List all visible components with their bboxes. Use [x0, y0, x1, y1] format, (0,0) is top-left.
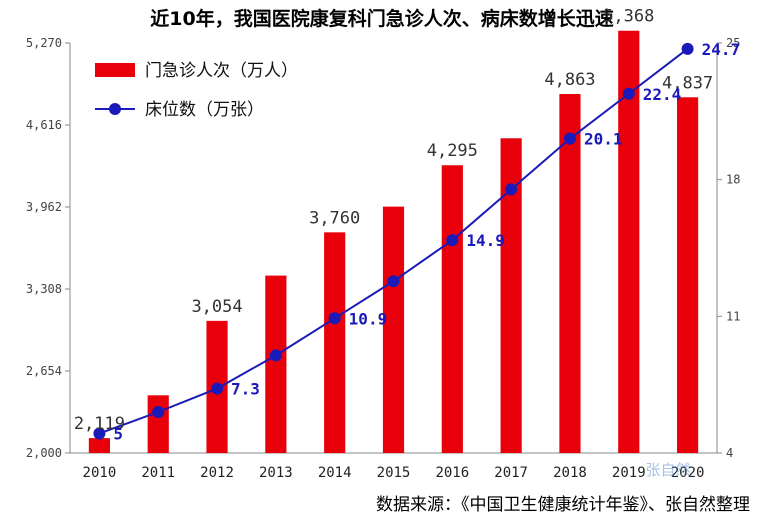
line-marker — [563, 132, 576, 145]
bar-series — [88, 30, 699, 454]
x-axis-tick-label: 2014 — [318, 465, 352, 481]
bar — [500, 138, 522, 453]
line-marker — [152, 406, 165, 418]
line-marker — [681, 42, 694, 55]
x-axis-tick-label: 2018 — [553, 465, 587, 481]
line-data-label: 22.4 — [643, 85, 682, 104]
bar-data-label: 3,054 — [191, 297, 242, 317]
bar — [559, 94, 581, 453]
line-marker — [269, 349, 282, 362]
line-data-label: 24.7 — [702, 40, 741, 59]
line-data-label: 20.1 — [584, 130, 623, 149]
line-data-label: 7.3 — [231, 380, 260, 399]
legend-swatch-bars — [95, 63, 135, 77]
x-axis-tick-label: 2010 — [83, 465, 117, 481]
bar — [618, 30, 640, 454]
bar-data-label: 4,837 — [662, 73, 713, 93]
data-labels: 2,119 3,054 3,760 4,295 4,863 5,368 4,837 5 7.3 1… — [74, 7, 740, 479]
source-note: 数据来源：《中国卫生健康统计年鉴》、张自然整理 — [376, 495, 750, 515]
line-data-label: 5 — [113, 424, 123, 443]
line-marker — [446, 234, 459, 247]
line-marker — [328, 312, 341, 325]
left-axis-tick-label: 3,962 — [26, 200, 62, 214]
x-axis-tick-label: 2011 — [141, 465, 175, 481]
line-marker — [387, 275, 400, 288]
legend-label-line: 床位数（万张） — [145, 100, 264, 120]
line-marker — [93, 427, 106, 440]
watermark: 张自然 — [645, 461, 690, 479]
chart-title: 近10年，我国医院康复科门急诊人次、病床数增长迅速 — [150, 8, 614, 30]
line-data-label: 14.9 — [466, 231, 505, 250]
left-axis-tick-label: 5,270 — [26, 36, 62, 50]
bar — [677, 97, 699, 453]
bar — [324, 232, 346, 453]
right-axis-tick-label: 4 — [726, 446, 733, 460]
x-axis-tick-label: 2015 — [377, 465, 411, 481]
bar — [265, 275, 287, 453]
x-axis-tick-label: 2013 — [259, 465, 293, 481]
right-axis-tick-label: 11 — [726, 309, 740, 323]
left-axis-tick-label: 4,616 — [26, 118, 62, 132]
left-axis-tick-label: 3,308 — [26, 282, 62, 296]
x-axis-tick-label: 2019 — [612, 465, 646, 481]
bar-data-label: 3,760 — [309, 208, 360, 228]
bar-data-label: 4,295 — [427, 141, 478, 161]
legend-swatch-marker — [109, 103, 121, 115]
right-axis-tick-label: 25 — [726, 36, 740, 50]
line-series — [93, 42, 694, 440]
line-marker — [211, 382, 224, 395]
x-axis-tick-label: 2016 — [435, 465, 469, 481]
legend: 门急诊人次（万人） 床位数（万张） — [95, 61, 298, 120]
x-axis-tick-label: 2012 — [200, 465, 234, 481]
bar-data-label: 4,863 — [544, 70, 595, 90]
bar — [382, 206, 405, 453]
left-axis-tick-label: 2,000 — [26, 446, 62, 460]
bar — [147, 395, 169, 453]
x-axis-tick-label: 2020 — [671, 465, 705, 481]
bar — [88, 438, 110, 453]
x-axis-tick-label: 2017 — [494, 465, 528, 481]
bar-data-label: 5,368 — [603, 7, 654, 27]
line-data-label: 10.9 — [349, 309, 388, 328]
line-marker — [622, 87, 635, 100]
line-marker — [505, 183, 518, 196]
legend-label-bars: 门急诊人次（万人） — [145, 61, 298, 81]
axes: 2,000 2,654 3,308 3,962 4,616 5,270 4 11 18 25 201… — [26, 36, 741, 481]
bar — [441, 165, 463, 453]
left-axis-tick-label: 2,654 — [26, 364, 62, 378]
right-axis-tick-label: 18 — [726, 173, 740, 187]
bar-data-label: 2,119 — [74, 414, 125, 434]
